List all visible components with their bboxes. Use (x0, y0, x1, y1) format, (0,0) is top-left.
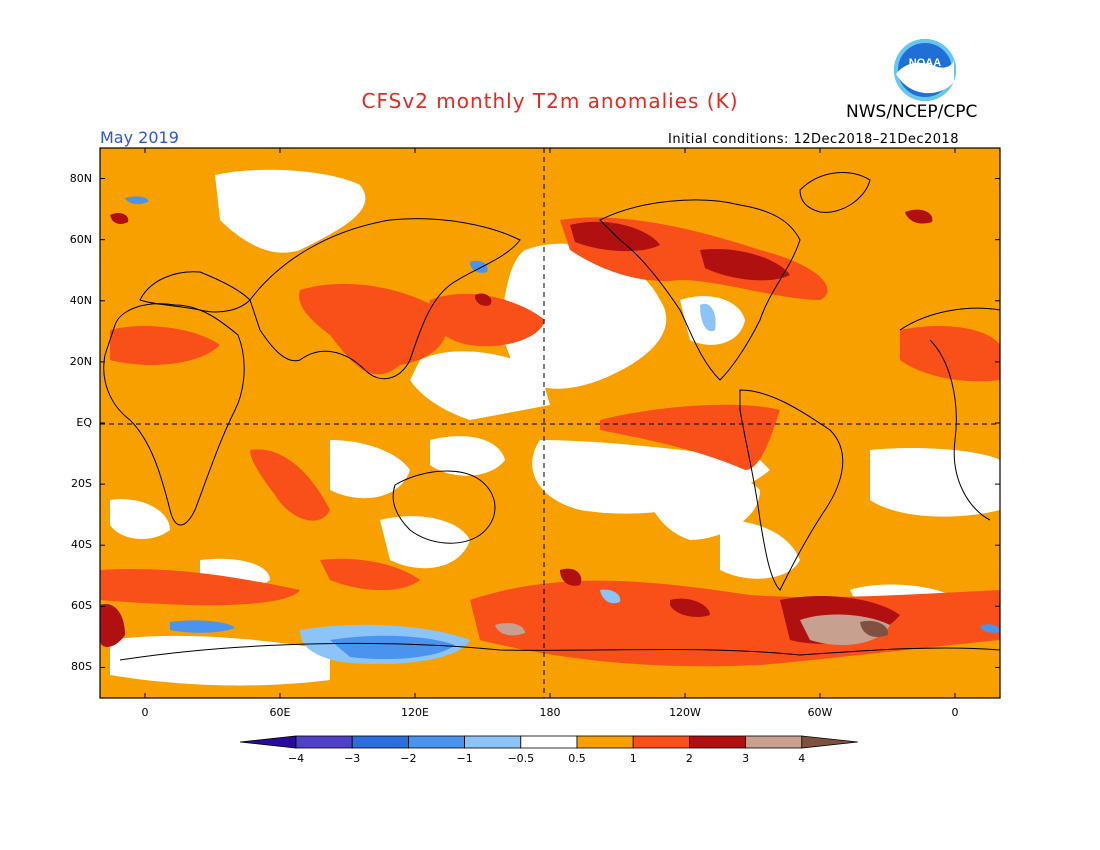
colorbar-swatch (745, 735, 803, 749)
lat-label: 40N (69, 293, 92, 307)
lat-label: 20N (69, 354, 92, 368)
colorbar-label: −3 (344, 752, 361, 765)
lon-label: 0 (951, 706, 959, 719)
colorbar-swatch (520, 735, 578, 749)
colorbar-label: 1 (629, 752, 637, 765)
colorbar-swatch (464, 735, 522, 749)
lon-label: 180 (539, 706, 561, 719)
colorbar-swatch (351, 735, 409, 749)
lon-label: 60E (269, 706, 291, 719)
lat-label: EQ (76, 416, 92, 429)
lat-label: 80N (69, 171, 92, 185)
lat-label: 80S (71, 660, 92, 674)
extreme-anomalies (495, 614, 890, 645)
lon-label: 120E (401, 706, 429, 719)
colorbar-label: −0.5 (507, 752, 535, 765)
lat-label: 60S (71, 599, 92, 613)
noaa-logo: NOAA (894, 39, 956, 101)
lat-label: 20S (71, 477, 92, 491)
lon-label: 0 (141, 706, 149, 719)
map-field (100, 148, 1000, 698)
colorbar-label: 0.5 (568, 752, 586, 765)
cold-anomalies (125, 196, 1000, 664)
lon-label: 60W (807, 706, 833, 719)
coastlines (103, 172, 1000, 661)
lat-label: 60N (69, 232, 92, 246)
colorbar-swatch (689, 735, 747, 749)
colorbar-swatch (576, 735, 634, 749)
noaa-logo-text: NOAA (909, 57, 941, 69)
colorbar-low-triangle (239, 735, 297, 749)
lat-label: 40S (71, 538, 92, 552)
colorbar-label: 4 (798, 752, 806, 765)
initial-conditions-label: Initial conditions: 12Dec2018–21Dec2018 (668, 132, 960, 147)
colorbar-label: −2 (400, 752, 417, 765)
chart-title: CFSv2 monthly T2m anomalies (K) (361, 89, 739, 113)
colorbar-label: −4 (287, 752, 305, 765)
organization-label: NWS/NCEP/CPC (846, 102, 978, 122)
colorbar-swatch (632, 735, 690, 749)
colorbar-label: 2 (685, 752, 693, 765)
colorbar-label: 3 (742, 752, 750, 765)
lon-label: 120W (669, 706, 701, 719)
neutral-regions (110, 169, 1000, 686)
colorbar-label: −1 (456, 752, 473, 765)
axis-ticks (100, 148, 1000, 698)
colorbar-swatch (407, 735, 465, 749)
month-label: May 2019 (100, 128, 179, 147)
colorbar-swatch (295, 735, 353, 749)
colorbar-high-triangle (801, 735, 858, 749)
colorbar (239, 735, 858, 749)
